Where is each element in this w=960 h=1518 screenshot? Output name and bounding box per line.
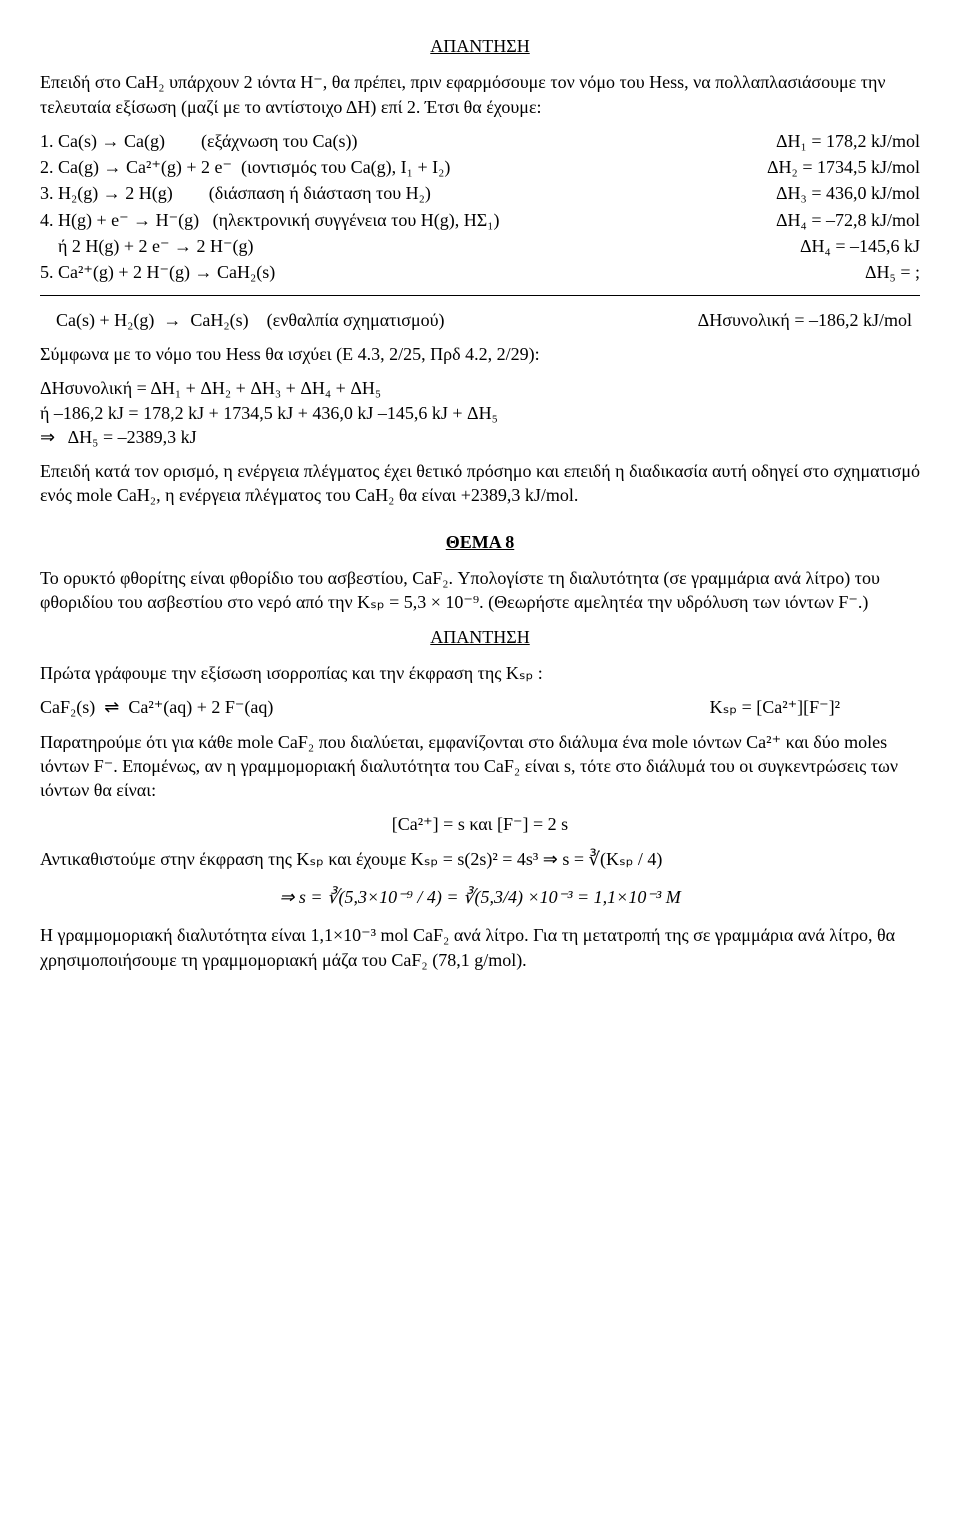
observation-paragraph: Παρατηρούμε ότι για κάθε mole CaF₂ που δ… xyxy=(40,730,920,803)
reaction-left: 4. H(g) + e⁻ → H⁻(g) (ηλεκτρονική συγγέν… xyxy=(40,208,758,232)
hess-eqn-line: ή –186,2 kJ = 178,2 kJ + 1734,5 kJ + 436… xyxy=(40,401,920,425)
reaction-left: ή 2 H(g) + 2 e⁻ → 2 H⁻(g) xyxy=(40,234,782,258)
equilibrium-left: CaF₂(s) ⇌ Ca²⁺(aq) + 2 F⁻(aq) xyxy=(40,695,692,719)
answer-2-heading: ΑΠΑΝΤΗΣΗ xyxy=(40,625,920,649)
reaction-left: 3. H₂(g) → 2 H(g) (διάσπαση ή διάσταση τ… xyxy=(40,181,758,205)
reaction-left: 5. Ca²⁺(g) + 2 H⁻(g) → CaH₂(s) xyxy=(40,260,847,284)
final-calc-text: ⇒ s = ∛(5,3×10⁻⁹ / 4) = ∛(5,3/4) ×10⁻³ =… xyxy=(279,887,680,907)
reaction-row: 5. Ca²⁺(g) + 2 H⁻(g) → CaH₂(s) ΔH₅ = ; xyxy=(40,260,920,284)
answer-1-heading: ΑΠΑΝΤΗΣΗ xyxy=(40,34,920,58)
hess-eqn-line: ΔHσυνολική = ΔH₁ + ΔH₂ + ΔH₃ + ΔH₄ + ΔH₅ xyxy=(40,376,920,400)
horizontal-rule xyxy=(40,295,920,296)
reaction-row: ή 2 H(g) + 2 e⁻ → 2 H⁻(g) ΔH₄ = –145,6 k… xyxy=(40,234,920,258)
reaction-row: 2. Ca(g) → Ca²⁺(g) + 2 e⁻ (ιοντισμός του… xyxy=(40,155,920,179)
reaction-right: ΔH₅ = ; xyxy=(847,260,920,284)
equilibrium-equation-row: CaF₂(s) ⇌ Ca²⁺(aq) + 2 F⁻(aq) Kₛₚ = [Ca²… xyxy=(40,695,920,719)
sum-left: Ca(s) + H₂(g) → CaH₂(s) (ενθαλπία σχηματ… xyxy=(56,308,680,332)
hess-eqn-line: ⇒ ΔH₅ = –2389,3 kJ xyxy=(40,425,920,449)
page-container: ΑΠΑΝΤΗΣΗ Επειδή στο CaH₂ υπάρχουν 2 ιόντ… xyxy=(0,0,960,1022)
theme-8-text: Το ορυκτό φθορίτης είναι φθορίδιο του ασ… xyxy=(40,566,920,615)
reaction-right: ΔH₃ = 436,0 kJ/mol xyxy=(758,181,920,205)
reaction-right: ΔH₁ = 178,2 kJ/mol xyxy=(758,129,920,153)
reaction-row: 1. Ca(s) → Ca(g) (εξάχνωση του Ca(s)) ΔH… xyxy=(40,129,920,153)
sum-reaction-row: Ca(s) + H₂(g) → CaH₂(s) (ενθαλπία σχηματ… xyxy=(40,308,920,332)
theme-8-heading: ΘΕΜΑ 8 xyxy=(40,530,920,554)
reaction-row: 3. H₂(g) → 2 H(g) (διάσπαση ή διάσταση τ… xyxy=(40,181,920,205)
reaction-right: ΔH₄ = –145,6 kJ xyxy=(782,234,920,258)
reaction-left: 1. Ca(s) → Ca(g) (εξάχνωση του Ca(s)) xyxy=(40,129,758,153)
concentration-line: [Ca²⁺] = s και [F⁻] = 2 s xyxy=(40,812,920,836)
intro-paragraph: Επειδή στο CaH₂ υπάρχουν 2 ιόντα H⁻, θα … xyxy=(40,70,920,119)
conclusion-1-paragraph: Επειδή κατά τον ορισμό, η ενέργεια πλέγμ… xyxy=(40,459,920,508)
sum-right: ΔHσυνολική = –186,2 kJ/mol xyxy=(680,308,912,332)
hess-intro-paragraph: Σύμφωνα με το νόμο του Hess θα ισχύει (Ε… xyxy=(40,342,920,366)
equilibrium-intro: Πρώτα γράφουμε την εξίσωση ισορροπίας κα… xyxy=(40,661,920,685)
equilibrium-right: Kₛₚ = [Ca²⁺][F⁻]² xyxy=(692,695,840,719)
hess-equation-block: ΔHσυνολική = ΔH₁ + ΔH₂ + ΔH₃ + ΔH₄ + ΔH₅… xyxy=(40,376,920,449)
reaction-row: 4. H(g) + e⁻ → H⁻(g) (ηλεκτρονική συγγέν… xyxy=(40,208,920,232)
reaction-right: ΔH₂ = 1734,5 kJ/mol xyxy=(749,155,920,179)
reaction-left: 2. Ca(g) → Ca²⁺(g) + 2 e⁻ (ιοντισμός του… xyxy=(40,155,749,179)
substitution-line: Αντικαθιστούμε στην έκφραση της Kₛₚ και … xyxy=(40,847,920,871)
final-paragraph: Η γραμμομοριακή διαλυτότητα είναι 1,1×10… xyxy=(40,923,920,972)
reaction-list: 1. Ca(s) → Ca(g) (εξάχνωση του Ca(s)) ΔH… xyxy=(40,129,920,285)
reaction-right: ΔH₄ = –72,8 kJ/mol xyxy=(758,208,920,232)
final-calc-equation: ⇒ s = ∛(5,3×10⁻⁹ / 4) = ∛(5,3/4) ×10⁻³ =… xyxy=(40,885,920,909)
